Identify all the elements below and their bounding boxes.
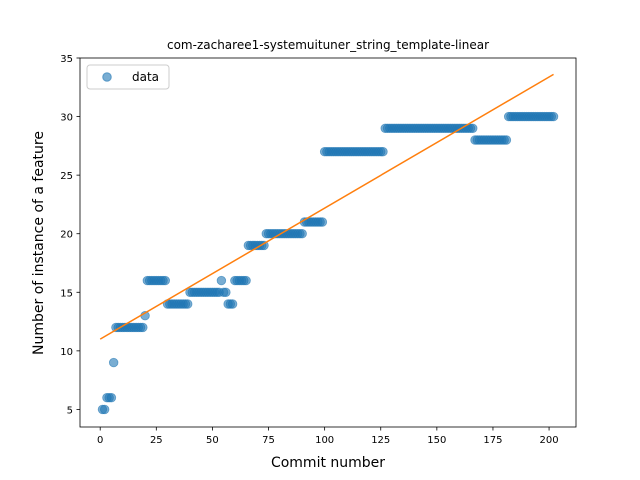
data-point [501,135,512,145]
data-point [227,299,238,309]
x-tick-label: 50 [206,435,219,446]
y-tick-label: 30 [60,113,73,124]
y-axis-label: Number of instance of a feature [31,131,47,355]
x-tick-label: 100 [315,435,334,446]
x-tick-label: 200 [540,435,559,446]
x-tick-label: 75 [262,435,275,446]
data-point [221,287,231,297]
plot-frame [79,57,577,428]
y-tick-label: 20 [60,230,73,241]
chart-title: com-zacharee1-systemuituner_string_templ… [167,38,489,52]
y-tick-label: 35 [60,54,73,65]
y-tick-label: 25 [60,171,73,182]
data-point [99,404,110,415]
x-tick-label: 0 [97,435,103,446]
data-point [297,229,307,239]
fit-line [99,73,554,340]
y-tick-label: 5 [67,405,73,416]
data-point [548,111,559,122]
data-point [108,357,119,368]
data-point [378,147,388,157]
x-tick-label: 175 [483,435,502,446]
data-point [241,275,251,286]
data-point [106,393,117,403]
x-tick-label: 25 [150,435,163,446]
x-axis-label: Commit number [271,455,385,471]
legend-box [86,64,170,90]
data-point [216,275,227,286]
data-point [317,217,328,227]
y-tick-label: 10 [60,347,73,358]
data-point [160,275,170,286]
data-point [183,299,193,309]
y-tick-label: 15 [60,288,73,299]
plot-area: 0 25 50 75 100 125 150 175 200 5 10 15 20 25 30 35 data [60,54,577,446]
x-tick-label: 125 [371,435,390,446]
data-point [468,123,478,133]
legend-label: data [132,70,159,84]
legend-marker [102,72,112,82]
data-point [138,322,148,333]
x-tick-label: 150 [427,435,446,446]
